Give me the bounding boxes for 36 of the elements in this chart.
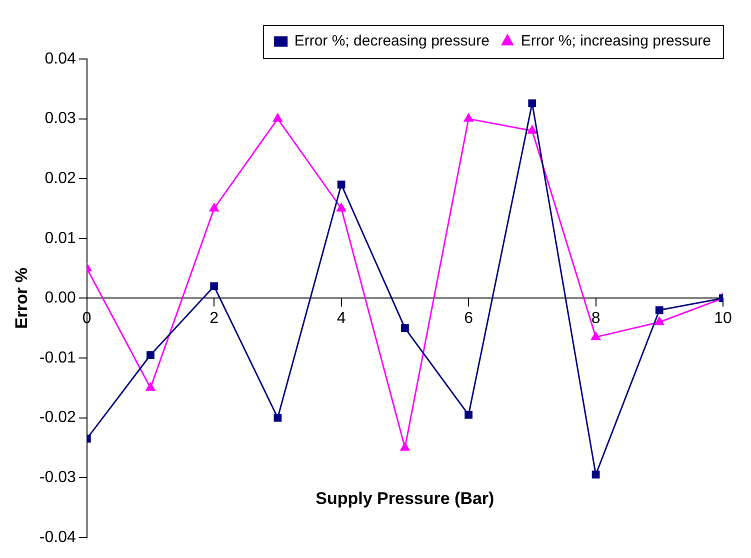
y-tick-label: 0.02 <box>44 170 76 188</box>
point <box>209 203 219 212</box>
x-tick-label: 10 <box>714 310 732 328</box>
y-tick-label: 0.03 <box>44 110 76 128</box>
y-tick-label: -0.04 <box>39 528 76 546</box>
point <box>400 442 410 451</box>
point <box>591 332 600 340</box>
point <box>654 316 664 326</box>
x-tick-label: 8 <box>591 310 600 328</box>
point <box>592 470 600 479</box>
point <box>274 414 282 422</box>
point <box>337 180 346 189</box>
point <box>528 126 537 134</box>
point <box>336 203 346 212</box>
point <box>464 114 474 122</box>
point <box>464 410 472 419</box>
x-tick-label: 4 <box>336 310 346 328</box>
y-tick-label: -0.02 <box>39 409 76 426</box>
point <box>655 306 664 314</box>
point <box>210 282 218 290</box>
y-tick-label: 0.04 <box>44 50 76 68</box>
point <box>273 114 282 122</box>
y-tick-label: -0.03 <box>39 469 76 486</box>
point <box>146 382 156 391</box>
y-axis-title: Error % <box>12 267 31 329</box>
y-tick-label: -0.01 <box>39 349 76 366</box>
point <box>401 324 409 332</box>
legend-label: Error %; decreasing pressure <box>294 32 490 50</box>
point <box>528 99 536 108</box>
x-tick-label: 6 <box>464 310 474 328</box>
x-tick-label: 2 <box>210 310 219 328</box>
x-axis-title: Supply Pressure (Bar) <box>316 489 494 508</box>
y-tick-label: 0.01 <box>44 230 76 247</box>
legend-label: Error %; increasing pressure <box>520 32 712 50</box>
point <box>146 351 154 359</box>
y-tick-label: 0.00 <box>44 290 76 307</box>
